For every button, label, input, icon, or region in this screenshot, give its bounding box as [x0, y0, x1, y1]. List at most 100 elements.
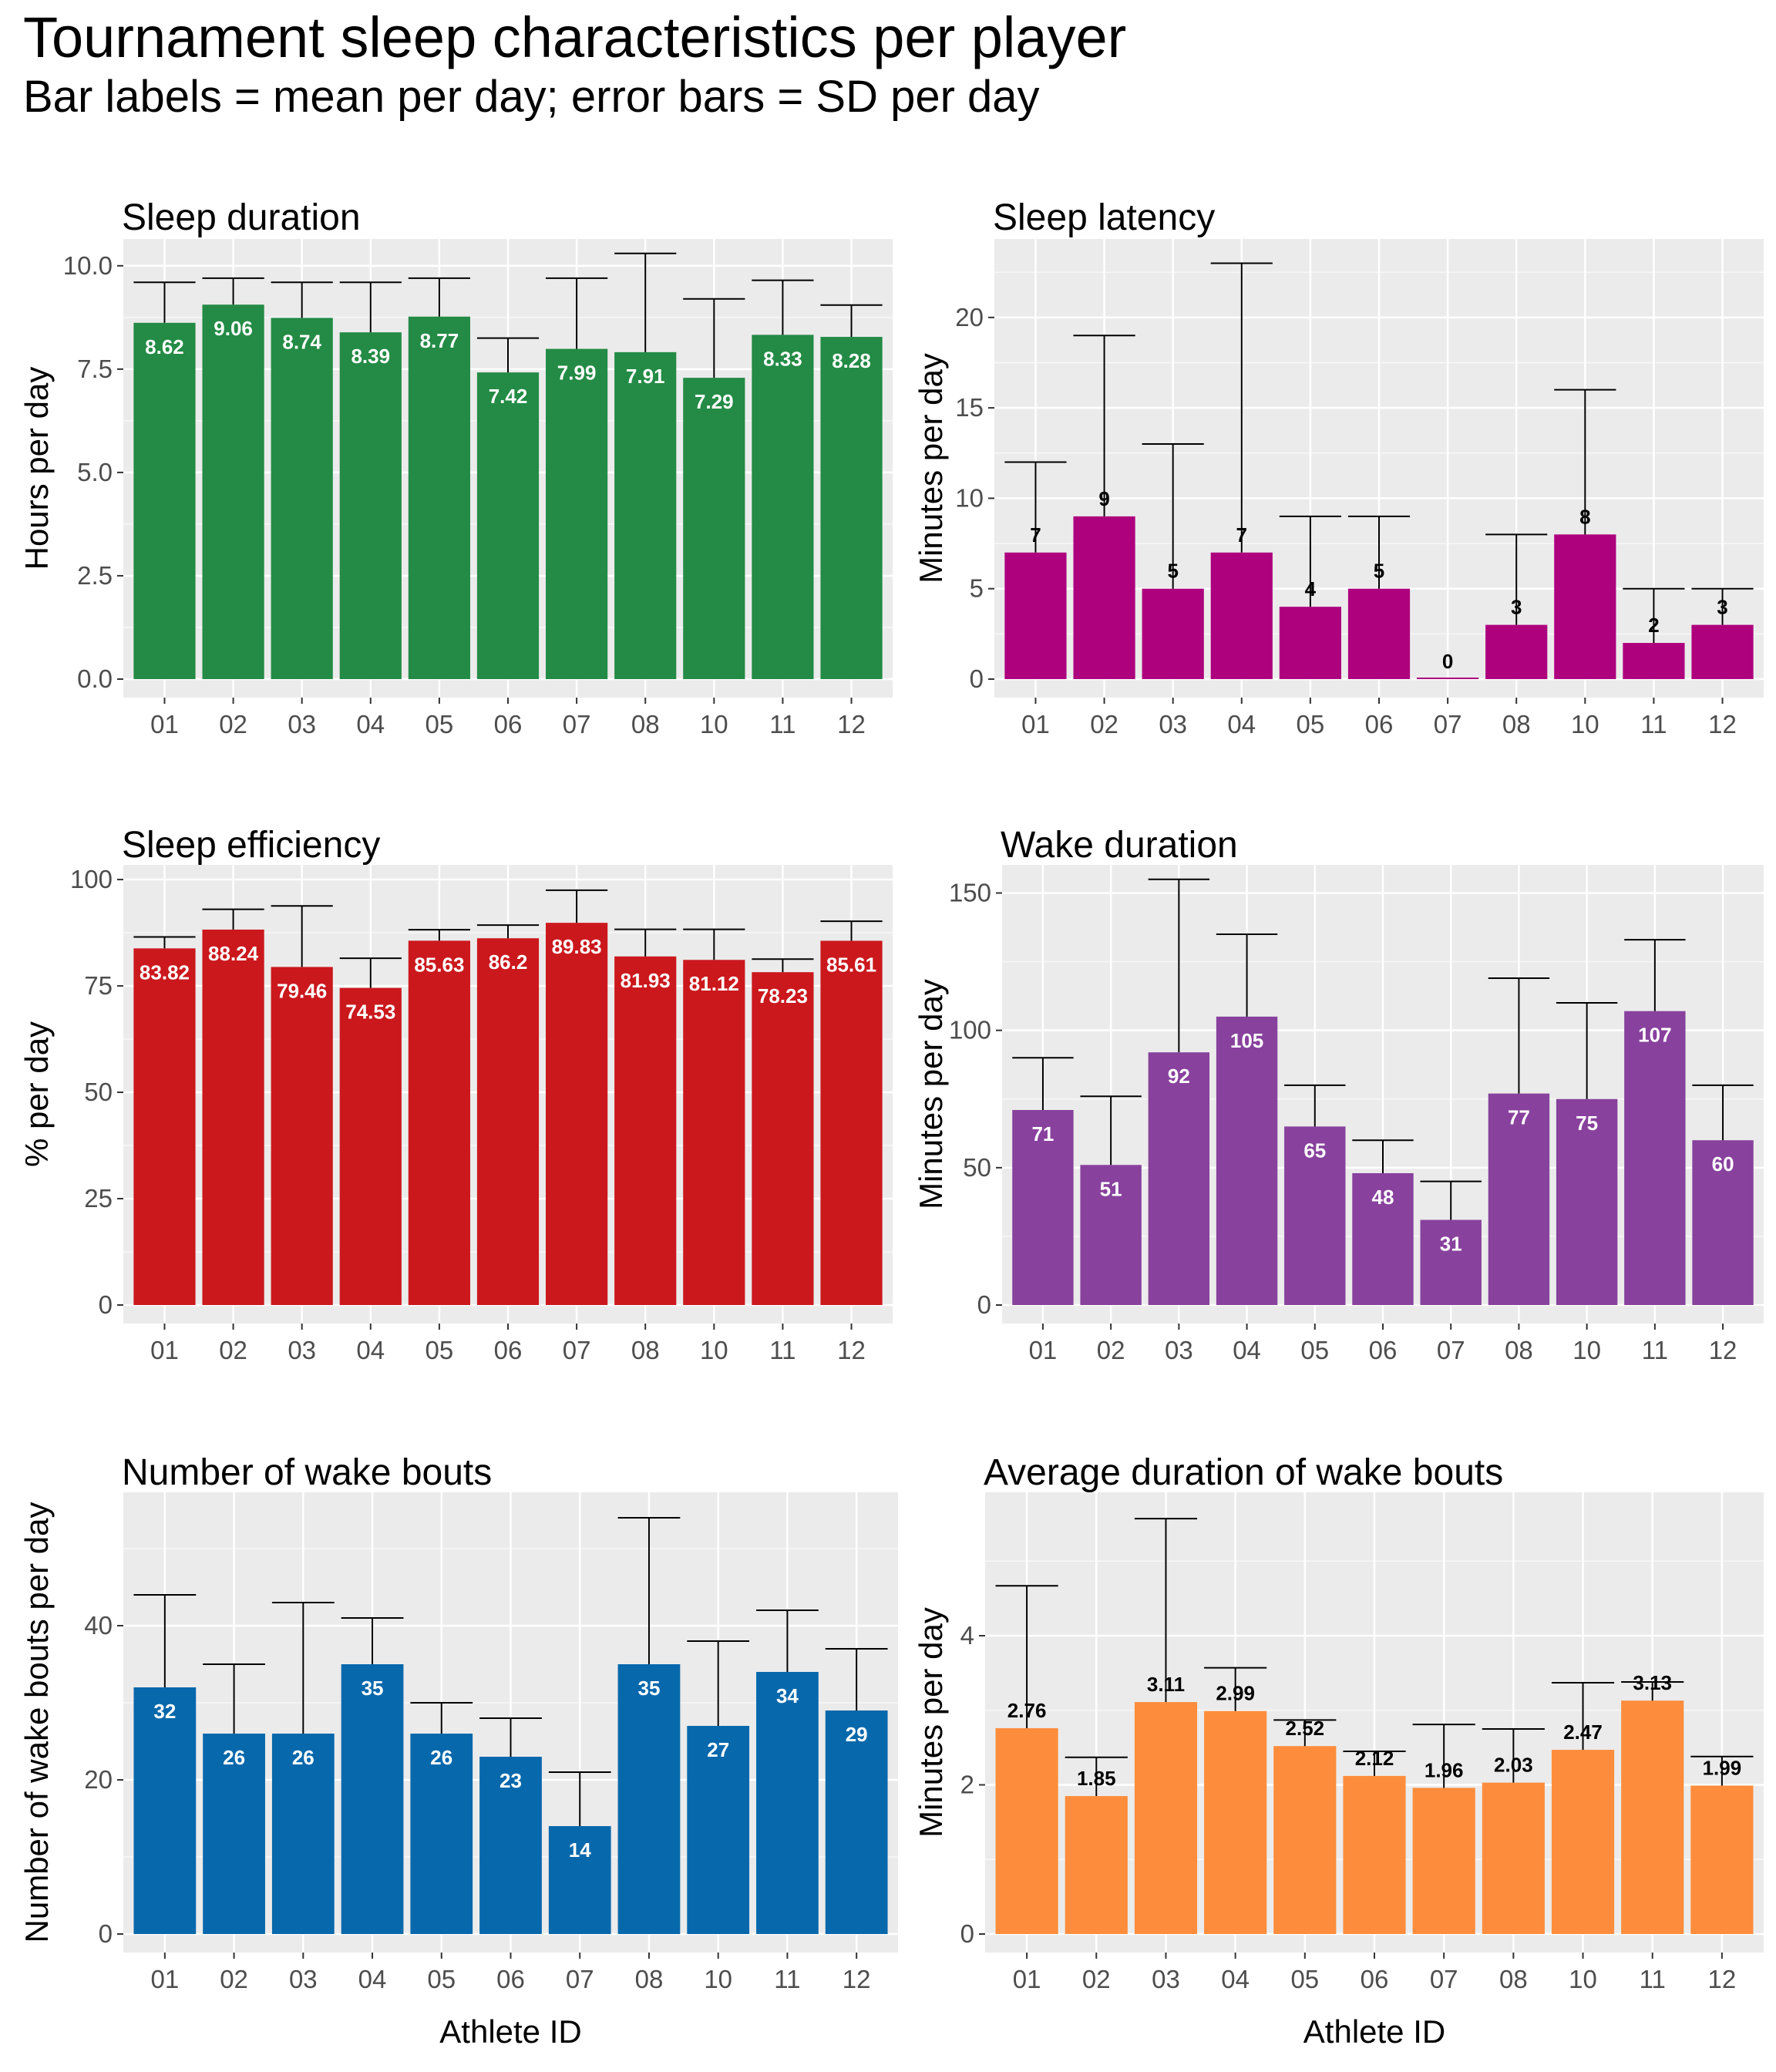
bar: [1343, 1775, 1406, 1934]
y-axis-label: Minutes per day: [913, 1607, 949, 1838]
x-tick-label: 10: [1572, 1336, 1601, 1364]
x-tick-label: 08: [1502, 710, 1531, 738]
x-tick-label: 03: [1159, 710, 1187, 738]
bar-value-label: 32: [153, 1700, 176, 1723]
bar-value-label: 1.96: [1424, 1758, 1464, 1781]
x-tick-label: 02: [219, 1336, 247, 1364]
bar-value-label: 7: [1236, 523, 1247, 547]
bar: [133, 1687, 197, 1934]
bar-value-label: 35: [638, 1677, 661, 1700]
bar: [1551, 1750, 1615, 1934]
bar-value-label: 35: [362, 1677, 384, 1700]
bar-value-label: 89.83: [552, 935, 602, 958]
bar: [683, 378, 745, 679]
x-axis-title: Athlete ID: [439, 2013, 581, 2050]
bar-value-label: 1.85: [1077, 1767, 1116, 1790]
x-tick-label: 05: [1300, 1336, 1329, 1364]
x-tick-label: 06: [1361, 1965, 1389, 1993]
bar-value-label: 105: [1230, 1029, 1263, 1052]
bar-value-label: 107: [1638, 1024, 1671, 1047]
panel-title: Wake duration: [1001, 825, 1238, 866]
y-tick-label: 5: [970, 574, 984, 603]
x-tick-label: 07: [1437, 1336, 1465, 1364]
y-tick-label: 40: [84, 1611, 113, 1640]
bar: [1556, 1098, 1618, 1305]
bar: [408, 940, 470, 1305]
x-tick-label: 03: [289, 1965, 318, 1993]
x-tick-label: 01: [150, 710, 179, 738]
bar: [1134, 1702, 1198, 1934]
bar-value-label: 8.62: [145, 335, 184, 358]
bar-value-label: 5: [1167, 560, 1178, 583]
y-axis-label: % per day: [18, 1021, 55, 1167]
bar: [271, 1734, 335, 1934]
panel-1: 0.0 2.5 5.0 7.5 10.0 01 02 03 04 05 06 07 08 10 11 12 8.…: [18, 197, 893, 738]
x-tick-label: 01: [1021, 710, 1050, 738]
y-tick-label: 0: [99, 1919, 113, 1948]
y-tick-label: 4: [960, 1621, 974, 1650]
bar: [1204, 1710, 1267, 1934]
bar: [1148, 1052, 1210, 1305]
bar-value-label: 5: [1374, 560, 1384, 583]
x-tick-label: 05: [426, 710, 454, 738]
bar-value-label: 8.28: [832, 349, 871, 372]
bar-value-label: 81.12: [689, 972, 739, 995]
bar: [617, 1664, 681, 1934]
x-tick-label: 07: [1430, 1965, 1458, 1993]
bar-value-label: 79.46: [277, 979, 327, 1002]
x-tick-label: 01: [1013, 1965, 1041, 1993]
bar-value-label: 83.82: [140, 960, 190, 984]
bar: [546, 348, 608, 679]
x-tick-label: 08: [635, 1965, 664, 1993]
bar: [1284, 1126, 1346, 1305]
x-tick-label: 11: [1642, 1336, 1668, 1364]
panel-title: Number of wake bouts: [122, 1452, 492, 1493]
bar: [548, 1826, 611, 1934]
x-tick-label: 07: [566, 1965, 594, 1993]
x-tick-label: 12: [1708, 1965, 1737, 1993]
bar-value-label: 2.76: [1007, 1699, 1047, 1722]
bar: [1691, 624, 1754, 679]
y-tick-label: 10.0: [63, 251, 113, 280]
bar-value-label: 3: [1511, 596, 1522, 619]
panel-5: 0 20 40 01 02 03 04 05 06 07 08 10 11 12 32 26 26 35 26 23 1…: [18, 1452, 898, 2050]
bar-value-label: 7.91: [626, 365, 665, 388]
bar: [1073, 516, 1135, 679]
x-tick-label: 05: [1290, 1965, 1319, 1993]
bar: [341, 1664, 404, 1934]
bar: [756, 1672, 819, 1934]
y-tick-label: 50: [84, 1078, 113, 1106]
figure-title: Tournament sleep characteristics per pla…: [23, 5, 1127, 69]
x-tick-label: 03: [288, 1336, 316, 1364]
bar: [546, 923, 608, 1305]
x-tick-label: 11: [769, 1336, 796, 1364]
bar-value-label: 7.99: [557, 362, 597, 385]
bar: [1420, 1219, 1482, 1305]
bar-value-label: 48: [1372, 1186, 1394, 1209]
x-tick-label: 05: [426, 1336, 454, 1364]
bar-value-label: 29: [846, 1723, 868, 1746]
bar: [1004, 552, 1067, 679]
panel-title: Sleep duration: [122, 197, 361, 238]
x-tick-label: 05: [427, 1965, 456, 1993]
x-tick-label: 04: [358, 1965, 387, 1993]
bar-value-label: 3: [1717, 596, 1727, 619]
y-tick-label: 15: [955, 393, 984, 422]
bar-value-label: 27: [707, 1738, 729, 1761]
y-tick-label: 100: [70, 865, 113, 893]
bar-value-label: 1.99: [1703, 1756, 1742, 1779]
x-tick-label: 02: [1090, 710, 1118, 738]
bar: [1417, 678, 1479, 679]
x-tick-label: 11: [774, 1965, 800, 1993]
bar-value-label: 92: [1168, 1065, 1190, 1088]
x-tick-label: 11: [1640, 710, 1667, 738]
bar: [479, 1757, 542, 1934]
y-tick-label: 25: [84, 1184, 113, 1213]
bar-value-label: 0: [1442, 650, 1453, 673]
bar-value-label: 3.13: [1633, 1671, 1672, 1694]
x-tick-label: 08: [631, 710, 660, 738]
bar-value-label: 9.06: [214, 317, 253, 340]
x-tick-label: 01: [1029, 1336, 1058, 1364]
bar: [1482, 1782, 1545, 1934]
